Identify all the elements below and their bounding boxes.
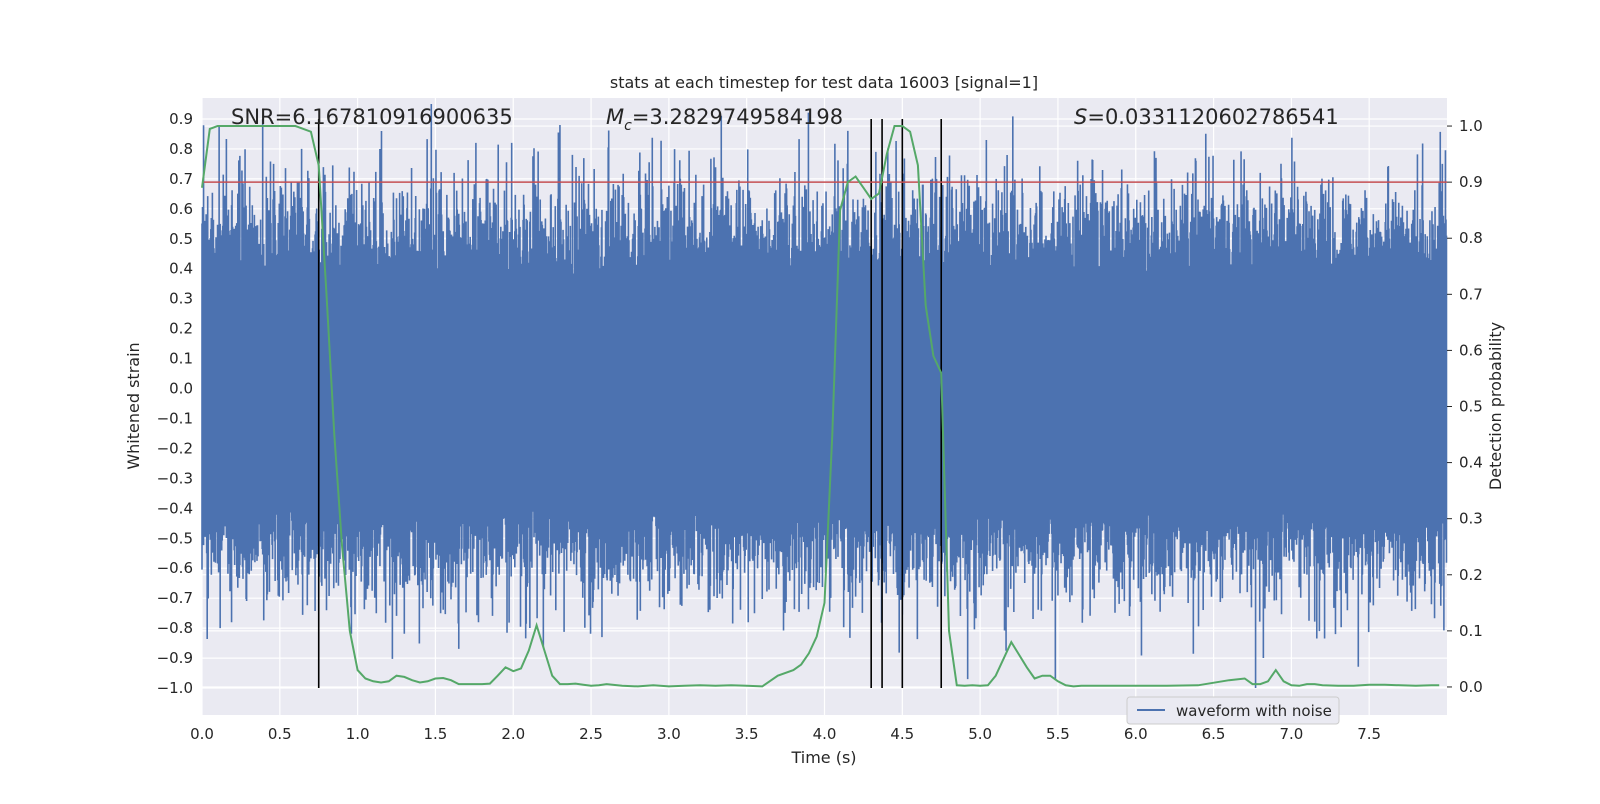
y-left-tick-label-8: 0.1	[169, 350, 193, 368]
x-tick-label-0: 0.0	[190, 725, 214, 743]
s-symbol: S	[1074, 105, 1087, 129]
y-right-tick-label-10: 0.0	[1459, 678, 1483, 696]
x-tick-label-11: 5.5	[1046, 725, 1070, 743]
chirp-mass-value: =3.2829749584198	[632, 105, 843, 129]
y-left-axis-label: Whitened strain	[124, 342, 143, 469]
y-left-tick-label-10: −0.1	[157, 409, 193, 427]
legend-label-waveform: waveform with noise	[1176, 702, 1332, 720]
y-left-tick-label-18: −0.9	[157, 649, 193, 667]
y-left-tick-label-9: 0.0	[169, 380, 193, 398]
y-right-tick-label-3: 0.7	[1459, 285, 1483, 303]
y-left-tick-label-1: 0.8	[169, 140, 193, 158]
y-right-tick-label-2: 0.8	[1459, 229, 1483, 247]
y-right-axis-ticks: 1.0 0.9 0.8 0.7 0.6 0.5 0.4 0.3 0.2 0.1 0.0	[1447, 117, 1483, 696]
y-left-tick-label-13: −0.4	[157, 499, 193, 517]
y-left-tick-label-11: −0.2	[157, 439, 193, 457]
chirp-mass-annotation: Mc=3.2829749584198	[606, 105, 843, 134]
y-left-tick-label-4: 0.5	[169, 230, 193, 248]
chirp-mass-symbol: M	[606, 105, 624, 129]
y-left-tick-label-15: −0.6	[157, 559, 193, 577]
x-tick-label-10: 5.0	[968, 725, 992, 743]
series-detection-probability	[201, 125, 1440, 688]
x-tick-label-12: 6.0	[1124, 725, 1148, 743]
x-tick-label-7: 3.5	[735, 725, 759, 743]
y-left-tick-label-12: −0.3	[157, 469, 193, 487]
x-tick-label-14: 7.0	[1279, 725, 1303, 743]
y-left-tick-label-7: 0.2	[169, 320, 193, 338]
y-right-tick-label-5: 0.5	[1459, 398, 1483, 416]
y-left-tick-label-0: 0.9	[169, 110, 193, 128]
x-tick-label-2: 1.0	[346, 725, 370, 743]
y-left-tick-label-16: −0.7	[157, 589, 193, 607]
snr-annotation: SNR=6.167810916900635	[231, 105, 513, 129]
y-right-tick-label-1: 0.9	[1459, 173, 1483, 191]
x-tick-label-13: 6.5	[1202, 725, 1226, 743]
x-tick-label-8: 4.0	[813, 725, 837, 743]
x-tick-label-15: 7.5	[1357, 725, 1381, 743]
y-right-tick-label-9: 0.1	[1459, 622, 1483, 640]
y-right-tick-label-0: 1.0	[1459, 117, 1483, 135]
x-tick-label-3: 1.5	[424, 725, 448, 743]
x-tick-label-6: 3.0	[657, 725, 681, 743]
x-tick-label-4: 2.0	[501, 725, 525, 743]
y-right-tick-label-7: 0.3	[1459, 510, 1483, 528]
y-right-tick-label-6: 0.4	[1459, 454, 1483, 472]
y-left-tick-label-5: 0.4	[169, 260, 193, 278]
y-left-tick-label-3: 0.6	[169, 200, 193, 218]
y-left-axis-ticks: 0.9 0.8 0.7 0.6 0.5 0.4 0.3 0.2 0.1 0.0 −0.1 −0.2 −0…	[157, 110, 193, 697]
s-value: =0.0331120602786541	[1087, 105, 1338, 129]
x-tick-label-5: 2.5	[579, 725, 603, 743]
y-left-tick-label-14: −0.5	[157, 529, 193, 547]
x-axis-label: Time (s)	[790, 748, 856, 767]
y-left-tick-label-19: −1.0	[157, 679, 193, 697]
x-axis-ticks: 0.0 0.5 1.0 1.5 2.0 2.5 3.0 3.5 4.0 4.5 5.0 5.5 6.0 6…	[190, 725, 1381, 743]
y-left-tick-label-17: −0.8	[157, 619, 193, 637]
legend-box	[1126, 696, 1340, 725]
legend: waveform with noise	[1126, 696, 1340, 725]
chirp-mass-subscript: c	[624, 118, 632, 134]
x-tick-label-1: 0.5	[268, 725, 292, 743]
x-tick-label-9: 4.5	[890, 725, 914, 743]
s-annotation: S=0.0331120602786541	[1074, 105, 1339, 129]
chart-title: stats at each timestep for test data 160…	[610, 73, 1038, 92]
y-right-tick-label-8: 0.2	[1459, 566, 1483, 584]
y-left-tick-label-6: 0.3	[169, 290, 193, 308]
y-left-tick-label-2: 0.7	[169, 170, 193, 188]
y-right-tick-label-4: 0.6	[1459, 341, 1483, 359]
y-right-axis-label: Detection probability	[1486, 322, 1505, 490]
